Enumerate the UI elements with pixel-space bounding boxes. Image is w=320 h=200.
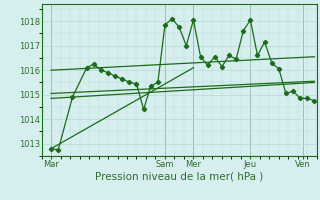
X-axis label: Pression niveau de la mer( hPa ): Pression niveau de la mer( hPa ) — [95, 172, 263, 182]
